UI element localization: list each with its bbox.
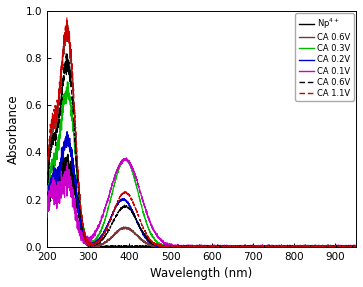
Y-axis label: Absorbance: Absorbance — [7, 94, 20, 164]
X-axis label: Wavelength (nm): Wavelength (nm) — [150, 267, 253, 280]
Legend: Np$^{4+}$, CA 0.6V, CA 0.3V, CA 0.2V, CA 0.1V, CA 0.6V, CA 1.1V: Np$^{4+}$, CA 0.6V, CA 0.3V, CA 0.2V, CA… — [295, 13, 354, 101]
